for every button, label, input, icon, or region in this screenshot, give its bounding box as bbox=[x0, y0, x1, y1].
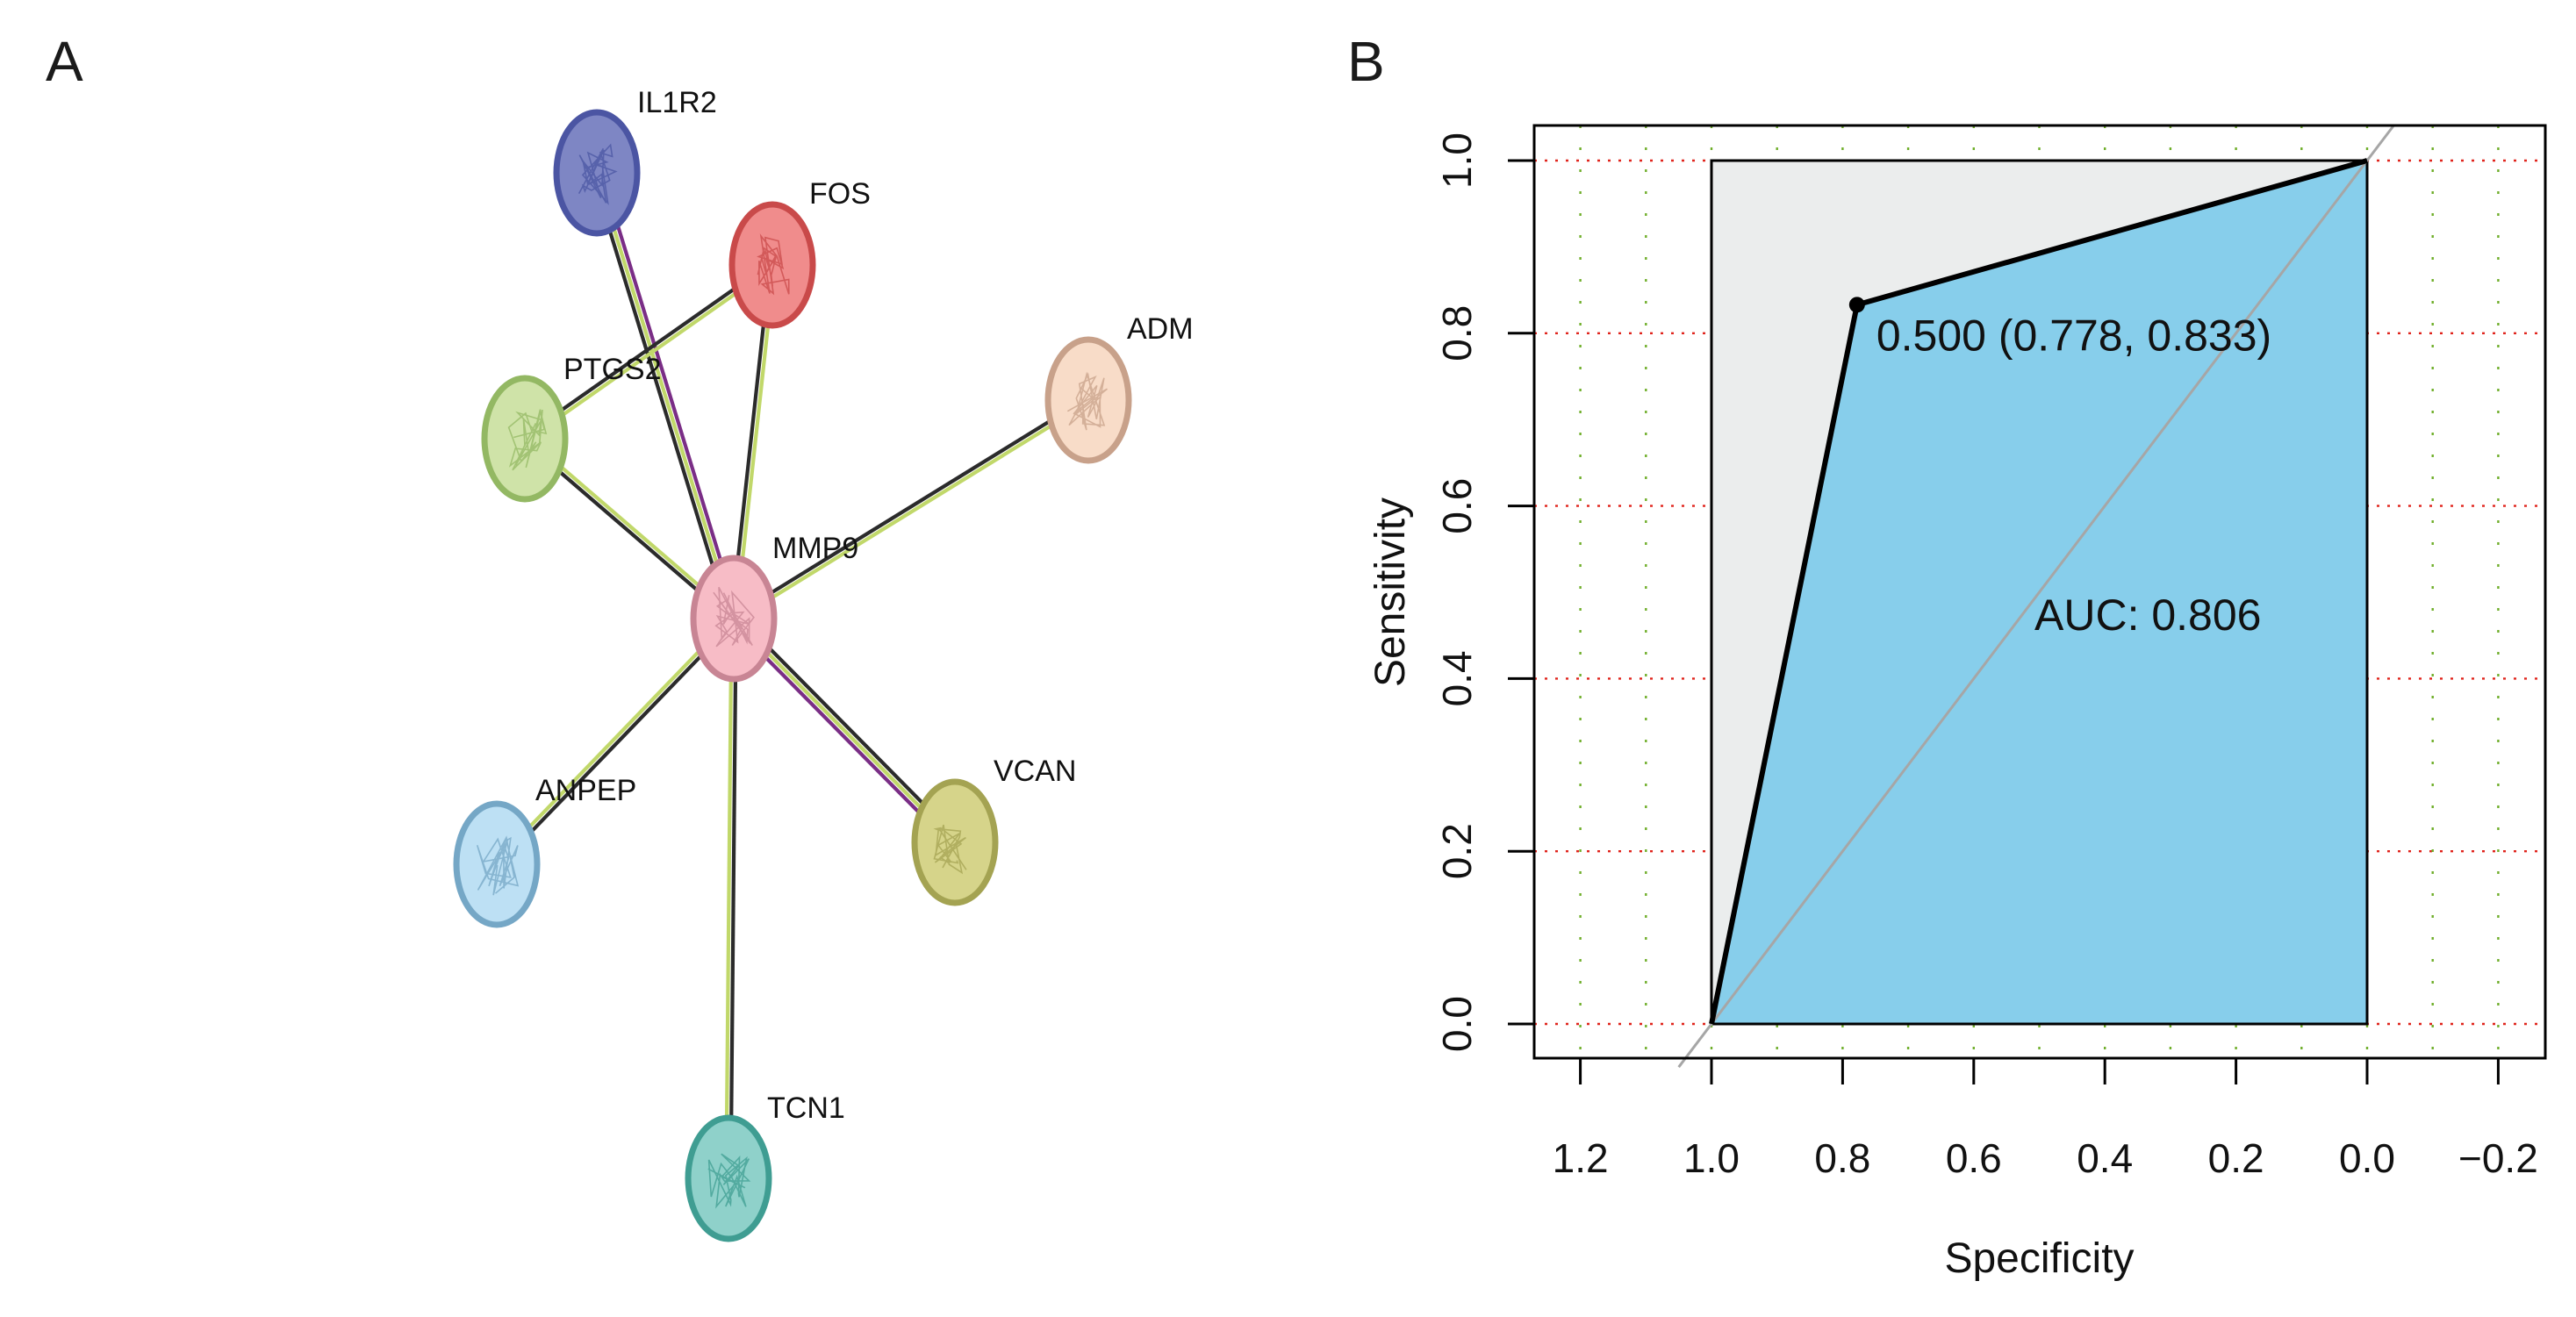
node-vcan-structure-icon bbox=[933, 824, 967, 875]
node-vcan-bubble bbox=[911, 778, 999, 906]
node-anpep-label: ANPEP bbox=[535, 774, 636, 807]
y-tick-label-4: 0.8 bbox=[1434, 305, 1480, 361]
edge-strand bbox=[591, 173, 732, 621]
x-axis-title: Specificity bbox=[1944, 1235, 2134, 1282]
edge-adm-mmp9 bbox=[731, 396, 1091, 623]
edge-strand bbox=[522, 261, 772, 439]
node-adm-structure-icon bbox=[1066, 371, 1109, 431]
edge-strand bbox=[728, 620, 953, 848]
edge-vcan-mmp9 bbox=[728, 613, 960, 848]
x-tick-label-4: 0.4 bbox=[2077, 1135, 2133, 1181]
y-tick-label-5: 1.0 bbox=[1434, 132, 1480, 189]
node-mmp9-label: MMP9 bbox=[772, 532, 858, 565]
x-tick-label-6: 0.0 bbox=[2339, 1135, 2395, 1181]
edge-strand bbox=[497, 619, 737, 868]
edge-strand bbox=[594, 172, 736, 619]
node-ptgs2-structure-icon bbox=[507, 409, 548, 471]
y-tick-label-1: 0.2 bbox=[1434, 823, 1480, 879]
y-tick-label-2: 0.4 bbox=[1434, 650, 1480, 706]
edge-tcn1-mmp9 bbox=[724, 618, 738, 1179]
node-fos-structure-icon bbox=[757, 233, 790, 296]
node-ptgs2-label: PTGS2 bbox=[563, 353, 661, 386]
edge-strand bbox=[493, 615, 734, 864]
edge-il1r2-mmp9 bbox=[591, 170, 740, 621]
threshold-point bbox=[1848, 297, 1865, 313]
node-il1r2-label: IL1R2 bbox=[637, 86, 717, 119]
y-tick-label-0: 0.0 bbox=[1434, 996, 1480, 1052]
x-tick-label-1: 1.0 bbox=[1683, 1135, 1740, 1181]
y-axis-title: Sensitivity bbox=[1367, 497, 1414, 687]
x-tick-label-7: −0.2 bbox=[2458, 1135, 2538, 1181]
node-fos-label: FOS bbox=[809, 177, 871, 211]
node-il1r2-structure-icon bbox=[578, 143, 618, 205]
node-tcn1-label: TCN1 bbox=[767, 1092, 845, 1125]
edge-strand bbox=[724, 618, 734, 1178]
node-il1r2-bubble bbox=[553, 109, 641, 237]
x-tick-label-5: 0.2 bbox=[2208, 1135, 2264, 1181]
node-fos-bubble bbox=[728, 201, 816, 329]
x-axis: 1.2 1.0 0.8 0.6 0.4 0.2 0.0 −0.2 Specificity bbox=[1553, 1056, 2538, 1282]
x-tick-label-2: 0.8 bbox=[1814, 1135, 1870, 1181]
panel-a-letter: A bbox=[46, 30, 83, 93]
node-anpep: ANPEP bbox=[453, 774, 636, 928]
node-fos: FOS bbox=[728, 177, 871, 329]
node-ptgs2: PTGS2 bbox=[481, 353, 661, 503]
node-mmp9: MMP9 bbox=[690, 532, 858, 683]
node-il1r2: IL1R2 bbox=[553, 86, 717, 237]
y-axis: 0.0 0.2 0.4 0.6 0.8 1.0 Sensitivity bbox=[1367, 132, 1534, 1052]
edge-fos-ptgs2 bbox=[522, 261, 775, 442]
protein-interaction-network: IL1R2 FOS PTGS2 ADM MMP9 ANPEP VCAN TCN1 bbox=[453, 86, 1194, 1242]
edge-strand bbox=[731, 396, 1088, 619]
edge-anpep-mmp9 bbox=[493, 615, 737, 868]
x-tick-label-0: 1.2 bbox=[1553, 1135, 1609, 1181]
node-vcan: VCAN bbox=[911, 755, 1076, 906]
y-tick-label-3: 0.6 bbox=[1434, 478, 1480, 534]
node-adm: ADM bbox=[1044, 312, 1194, 464]
max-auc-box-outline bbox=[1710, 159, 2369, 1026]
node-tcn1: TCN1 bbox=[685, 1092, 845, 1242]
x-tick-label-3: 0.6 bbox=[1946, 1135, 2002, 1181]
reference-diagonal bbox=[1677, 125, 2395, 1069]
node-vcan-label: VCAN bbox=[994, 755, 1076, 788]
edge-strand bbox=[732, 617, 957, 844]
node-adm-label: ADM bbox=[1127, 312, 1194, 346]
edge-strand bbox=[734, 400, 1091, 623]
panel-b-letter: B bbox=[1347, 30, 1385, 93]
node-tcn1-structure-icon bbox=[707, 1153, 751, 1209]
node-mmp9-structure-icon bbox=[713, 586, 755, 648]
node-anpep-structure-icon bbox=[476, 835, 520, 896]
network-nodes: IL1R2 FOS PTGS2 ADM MMP9 ANPEP VCAN TCN1 bbox=[453, 86, 1194, 1242]
edge-strand bbox=[525, 265, 775, 442]
edge-strand bbox=[728, 619, 738, 1179]
threshold-label: 0.500 (0.778, 0.833) bbox=[1876, 311, 2271, 360]
edge-strand bbox=[735, 613, 960, 841]
auc-label: AUC: 0.806 bbox=[2034, 591, 2261, 640]
edge-strand bbox=[599, 170, 740, 619]
